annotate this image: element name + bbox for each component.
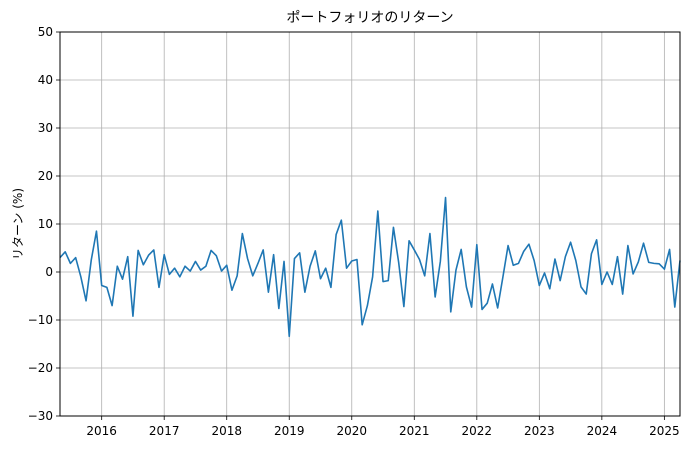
x-tick-label: 2025 — [649, 424, 680, 438]
x-tick-label: 2017 — [149, 424, 180, 438]
x-axis-ticks: 2016 2017 2018 2019 2020 2021 2022 2023 2024 2025 — [86, 416, 680, 438]
series-line-group — [59, 196, 681, 338]
y-axis-ticks: −30 −20 −10 0 10 20 30 40 50 — [28, 25, 60, 423]
y-tick-label: 30 — [38, 121, 53, 135]
grid-lines — [60, 31, 680, 417]
y-tick-label: 40 — [38, 73, 53, 87]
y-tick-label: −10 — [28, 313, 53, 327]
x-tick-label: 2018 — [211, 424, 242, 438]
y-axis-label: リターン (%) — [11, 188, 25, 260]
y-tick-label: −30 — [28, 409, 53, 423]
x-tick-label: 2016 — [86, 424, 117, 438]
y-tick-label: −20 — [28, 361, 53, 375]
series-line — [59, 196, 681, 338]
x-tick-label: 2024 — [587, 424, 618, 438]
chart-title: ポートフォリオのリターン — [286, 10, 453, 26]
y-tick-label: 10 — [38, 217, 53, 231]
x-tick-label: 2022 — [462, 424, 493, 438]
y-tick-label: 20 — [38, 169, 53, 183]
y-tick-label: 0 — [45, 265, 53, 279]
x-tick-label: 2019 — [274, 424, 305, 438]
x-tick-label: 2020 — [336, 424, 367, 438]
y-tick-label: 50 — [38, 25, 53, 39]
x-tick-label: 2021 — [399, 424, 430, 438]
x-tick-label: 2023 — [524, 424, 555, 438]
